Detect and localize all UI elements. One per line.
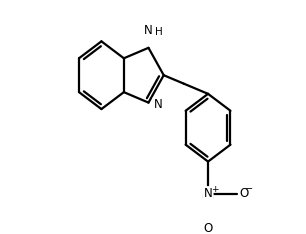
Text: N: N: [204, 187, 212, 200]
Text: −: −: [244, 184, 253, 194]
Text: O: O: [239, 187, 248, 200]
Text: +: +: [211, 185, 218, 194]
Text: N: N: [153, 98, 162, 111]
Text: H: H: [155, 27, 162, 37]
Text: O: O: [203, 223, 213, 234]
Text: N: N: [144, 24, 153, 37]
